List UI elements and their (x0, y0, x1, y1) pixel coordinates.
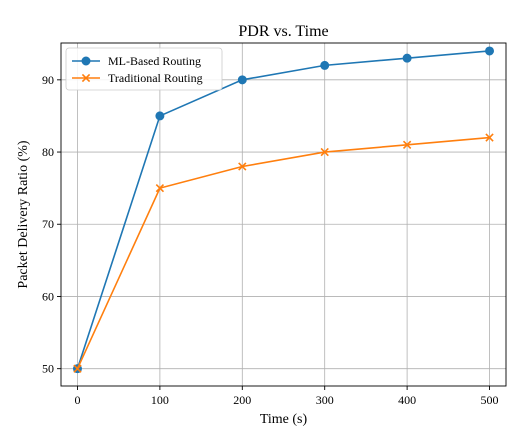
series-layer (72, 46, 495, 374)
data-point-series-1 (155, 111, 165, 121)
plot-frame (60, 42, 507, 387)
legend: ML-Based Routing Traditional Routing (65, 47, 223, 91)
x-tick-label: 100 (151, 393, 169, 407)
legend-marker (81, 56, 91, 66)
data-point-series-2 (73, 364, 82, 373)
legend-entry-2: Traditional Routing (72, 71, 203, 85)
x-tick-label: 500 (481, 393, 499, 407)
y-tick-label: 70 (42, 217, 54, 231)
legend-box (65, 47, 223, 91)
data-point-series-1 (402, 53, 412, 63)
marker-stroke (238, 162, 247, 171)
y-tick-label: 50 (42, 362, 54, 376)
data-point-series-2 (155, 183, 165, 193)
marker-stroke (81, 73, 91, 83)
y-tick-label: 60 (42, 289, 54, 303)
marker-stroke (402, 140, 412, 149)
marker-stroke (320, 147, 329, 157)
x-axis-label: Time (s) (260, 412, 308, 427)
legend-label: ML-Based Routing (108, 54, 201, 68)
axis-ticks: 0 100 200 300 400 500 50 60 70 80 90 (42, 73, 499, 407)
data-point-series-2 (238, 162, 247, 171)
marker-stroke (485, 133, 494, 142)
data-point-series-1 (237, 75, 247, 85)
x-tick-label: 0 (74, 393, 80, 407)
y-tick-label: 90 (42, 73, 54, 87)
legend-label: Traditional Routing (108, 71, 203, 85)
x-tick-label: 400 (398, 393, 416, 407)
series-line-2 (76, 136, 490, 370)
x-tick-label: 200 (233, 393, 251, 407)
legend-marker (81, 73, 91, 83)
marker-stroke (73, 364, 82, 373)
data-point-series-2 (485, 133, 494, 142)
series-line-1 (76, 50, 490, 369)
marker-stroke (155, 183, 165, 193)
data-point-series-1 (320, 60, 330, 70)
data-point-series-1 (485, 46, 495, 56)
legend-entry-1: ML-Based Routing (72, 54, 201, 68)
x-tick-label: 300 (316, 393, 334, 407)
data-point-series-2 (320, 147, 329, 157)
chart-title: PDR vs. Time (238, 23, 328, 40)
y-tick-label: 80 (42, 145, 54, 159)
data-point-series-2 (402, 140, 412, 149)
y-axis-label: Packet Delivery Ratio (%) (16, 140, 31, 288)
